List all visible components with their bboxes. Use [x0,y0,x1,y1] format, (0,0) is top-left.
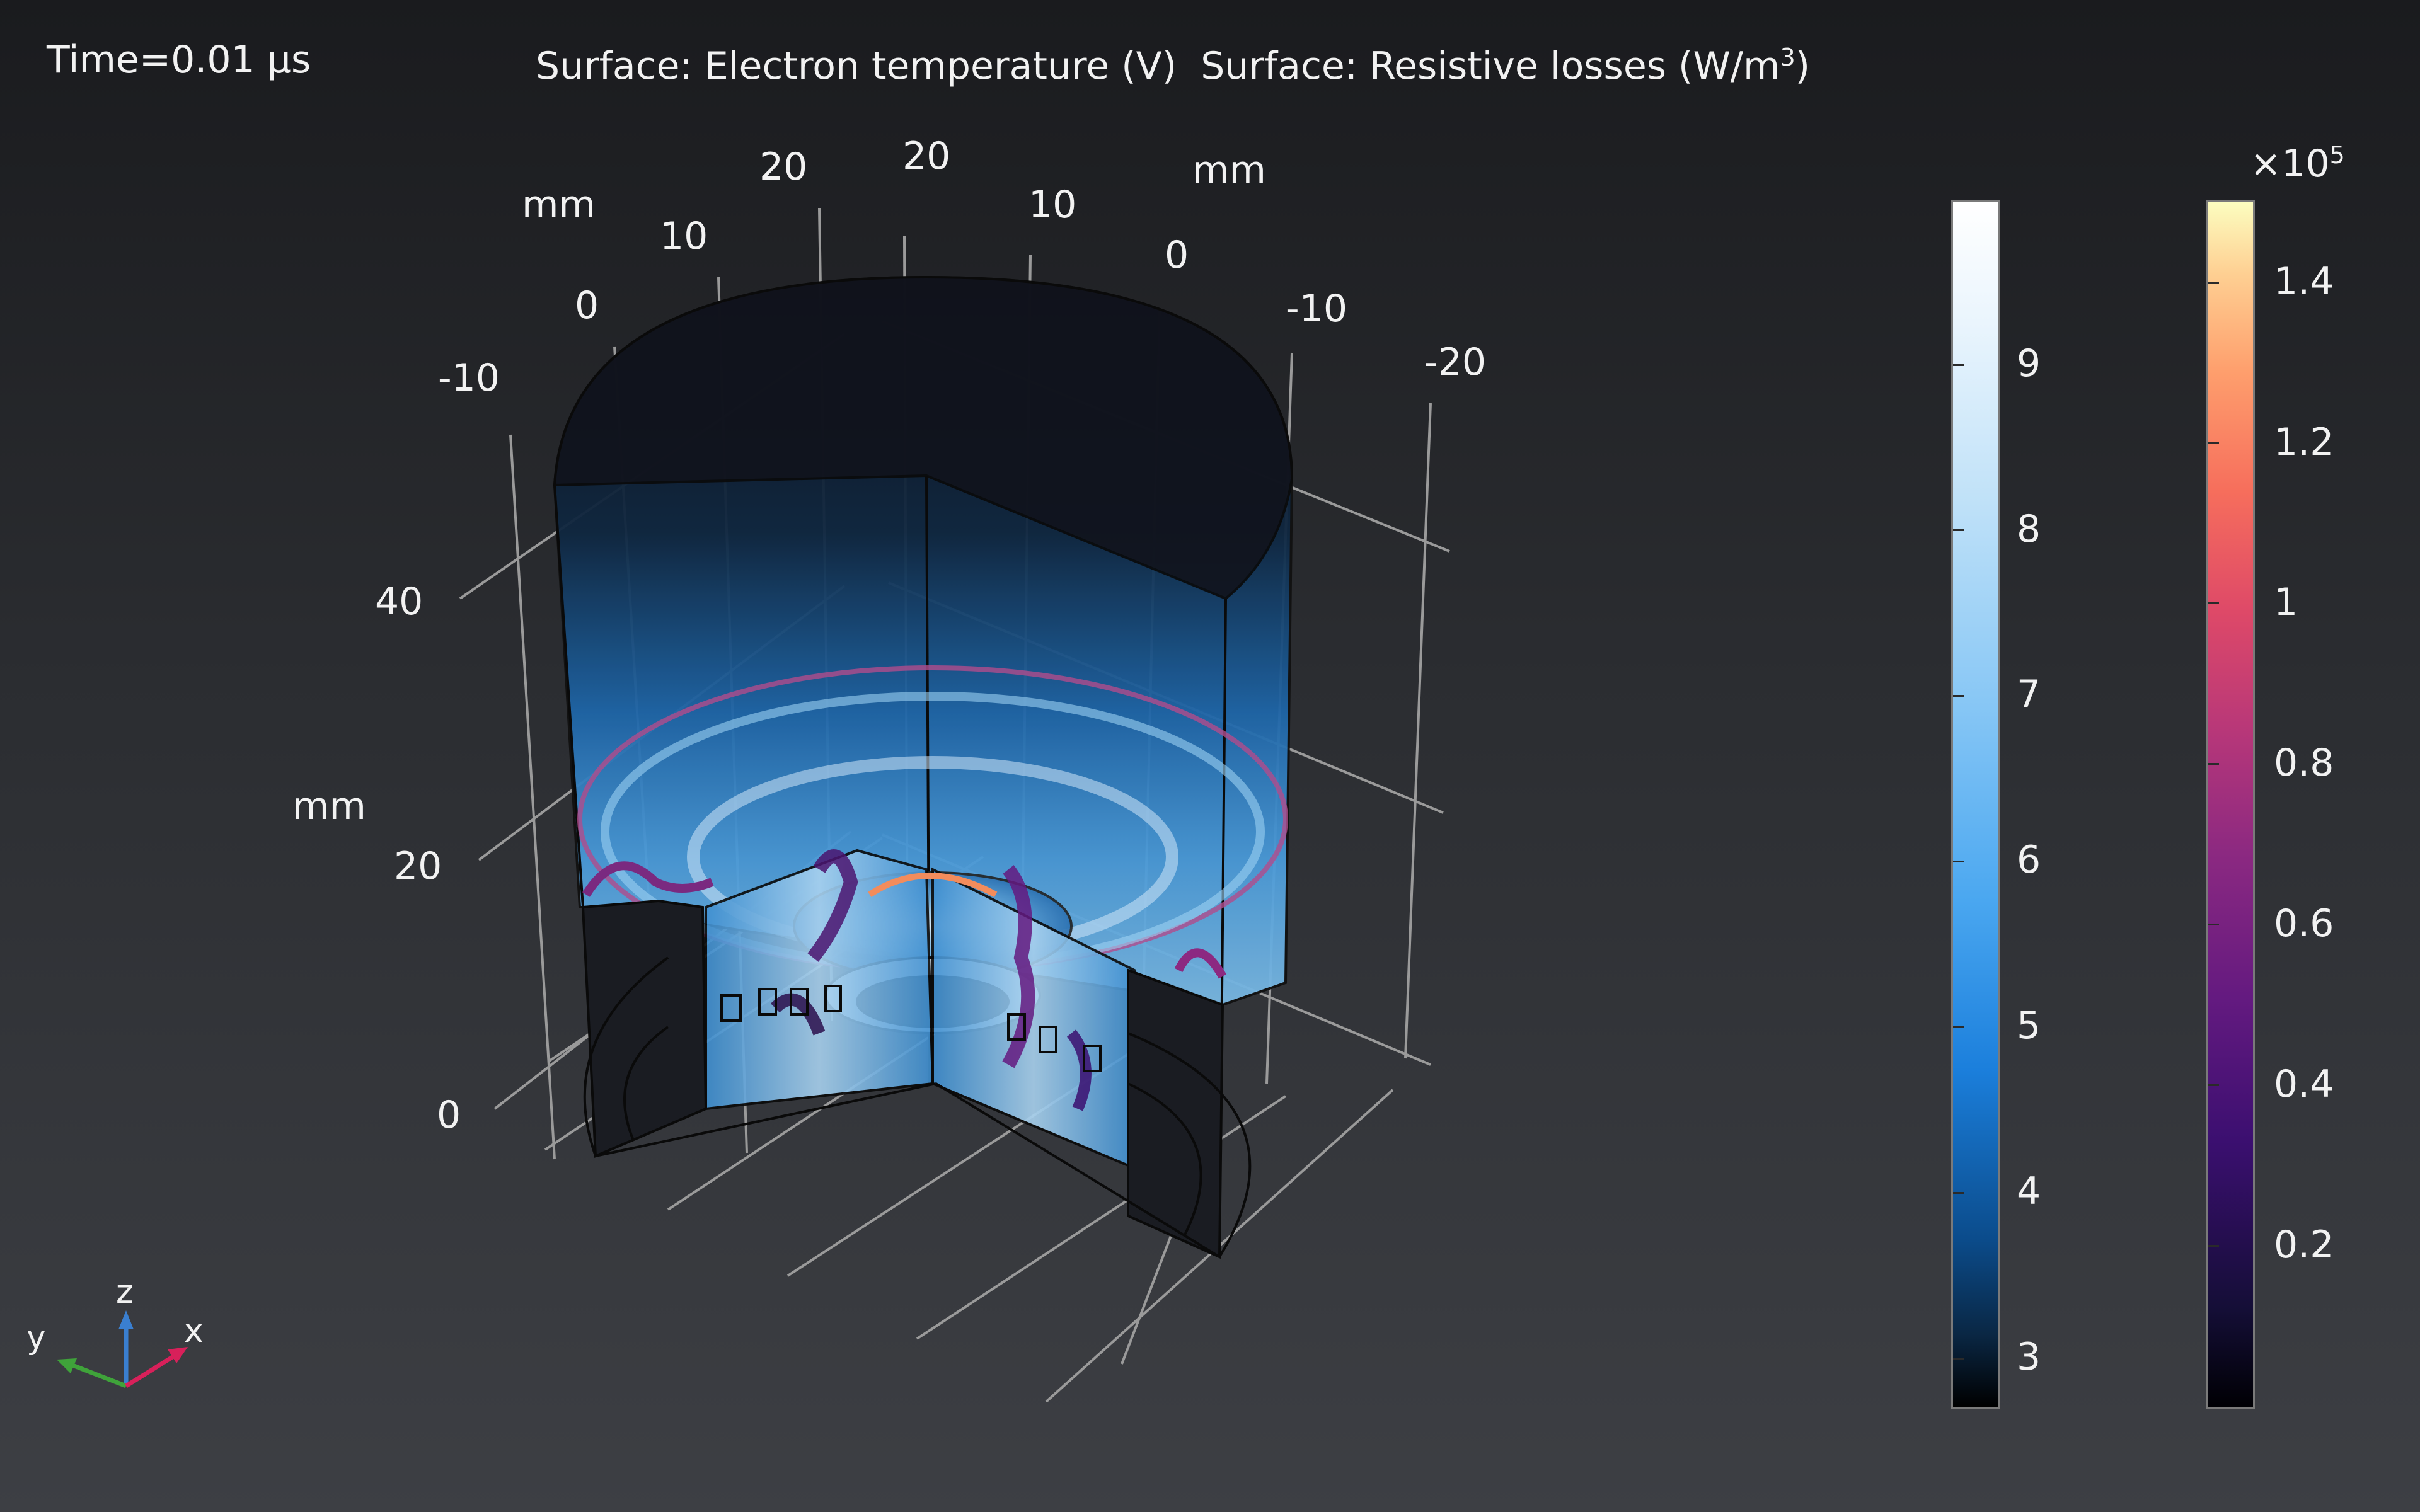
plot-title: Surface: Electron temperature (V) Surfac… [536,44,1810,88]
colorbar-resistive-losses [2206,200,2255,1409]
cb-temp-tickmark [1953,1192,1964,1194]
title-electron-temperature: Surface: Electron temperature (V) [536,44,1177,88]
z-tick: 20 [394,844,442,888]
cb-loss-tick: 0.2 [2274,1223,2334,1267]
cb-temp-tick: 7 [2017,672,2041,716]
axis-labels: mm -10 0 10 20 20 10 mm 0 -10 -20 40 mm … [292,134,1486,1137]
cb-loss-tickmark [2208,763,2219,765]
cb-loss-tick: 1.4 [2274,260,2334,304]
x-tick: 20 [902,134,950,178]
cb-temp-tickmark [1953,1358,1964,1360]
z-axis-unit: mm [292,784,366,828]
cb-temp-tick: 9 [2017,341,2041,386]
cb-temp-tickmark [1953,364,1964,366]
cb-loss-tick: 1.2 [2274,420,2334,464]
cb-temp-tickmark [1953,529,1964,531]
cb-loss-tick: 0.4 [2274,1062,2334,1106]
y-axis-unit: mm [522,183,596,227]
cb-loss-tick: 1 [2274,580,2298,624]
y-axis-arrow-icon [68,1361,127,1389]
cb-temp-tickmark [1953,1026,1964,1028]
x-axis-unit: mm [1192,148,1266,192]
cb-loss-multiplier: ×105 [2250,141,2345,186]
cb-temp-tick: 3 [2017,1335,2041,1379]
y-tick: 20 [759,145,807,189]
y-tick: 10 [660,214,708,258]
cb-temp-tick: 5 [2017,1004,2041,1048]
cb-temp-tick: 6 [2017,838,2041,882]
cb-temp-tickmark [1953,861,1964,862]
cb-temp-tickmark [1953,695,1964,697]
x-tick: -20 [1424,340,1486,384]
cb-temp-tick: 4 [2017,1169,2041,1213]
cb-loss-tickmark [2208,442,2219,444]
cb-loss-tick: 0.6 [2274,902,2334,946]
x-tick: 0 [1165,233,1189,277]
colorbar-electron-temperature [1951,200,2000,1409]
axis-orientation-triad: z y x [26,1273,204,1389]
x-tick: -10 [1286,287,1347,331]
triad-z-label: z [116,1273,133,1311]
cb-temp-tick: 8 [2017,507,2041,551]
title-resistive-losses: Surface: Resistive losses (W/m3) [1201,43,1811,88]
x-axis-arrow-icon [125,1353,178,1388]
cb-loss-tickmark [2208,1084,2219,1086]
cb-loss-tickmark [2208,1245,2219,1247]
cb-loss-tick: 0.8 [2274,741,2334,785]
y-tick: 0 [575,284,599,328]
triad-x-label: x [184,1312,204,1350]
cb-loss-tickmark [2208,602,2219,604]
cylinder-geometry [553,275,1294,1259]
triad-y-label: y [26,1319,46,1356]
y-tick: -10 [438,356,500,400]
x-tick: 10 [1028,183,1076,227]
cb-loss-tickmark [2208,924,2219,925]
cb-loss-tickmark [2208,282,2219,284]
time-label: Time=0.01 µs [47,38,311,82]
z-tick: 40 [375,580,423,624]
z-tick: 0 [437,1093,461,1137]
